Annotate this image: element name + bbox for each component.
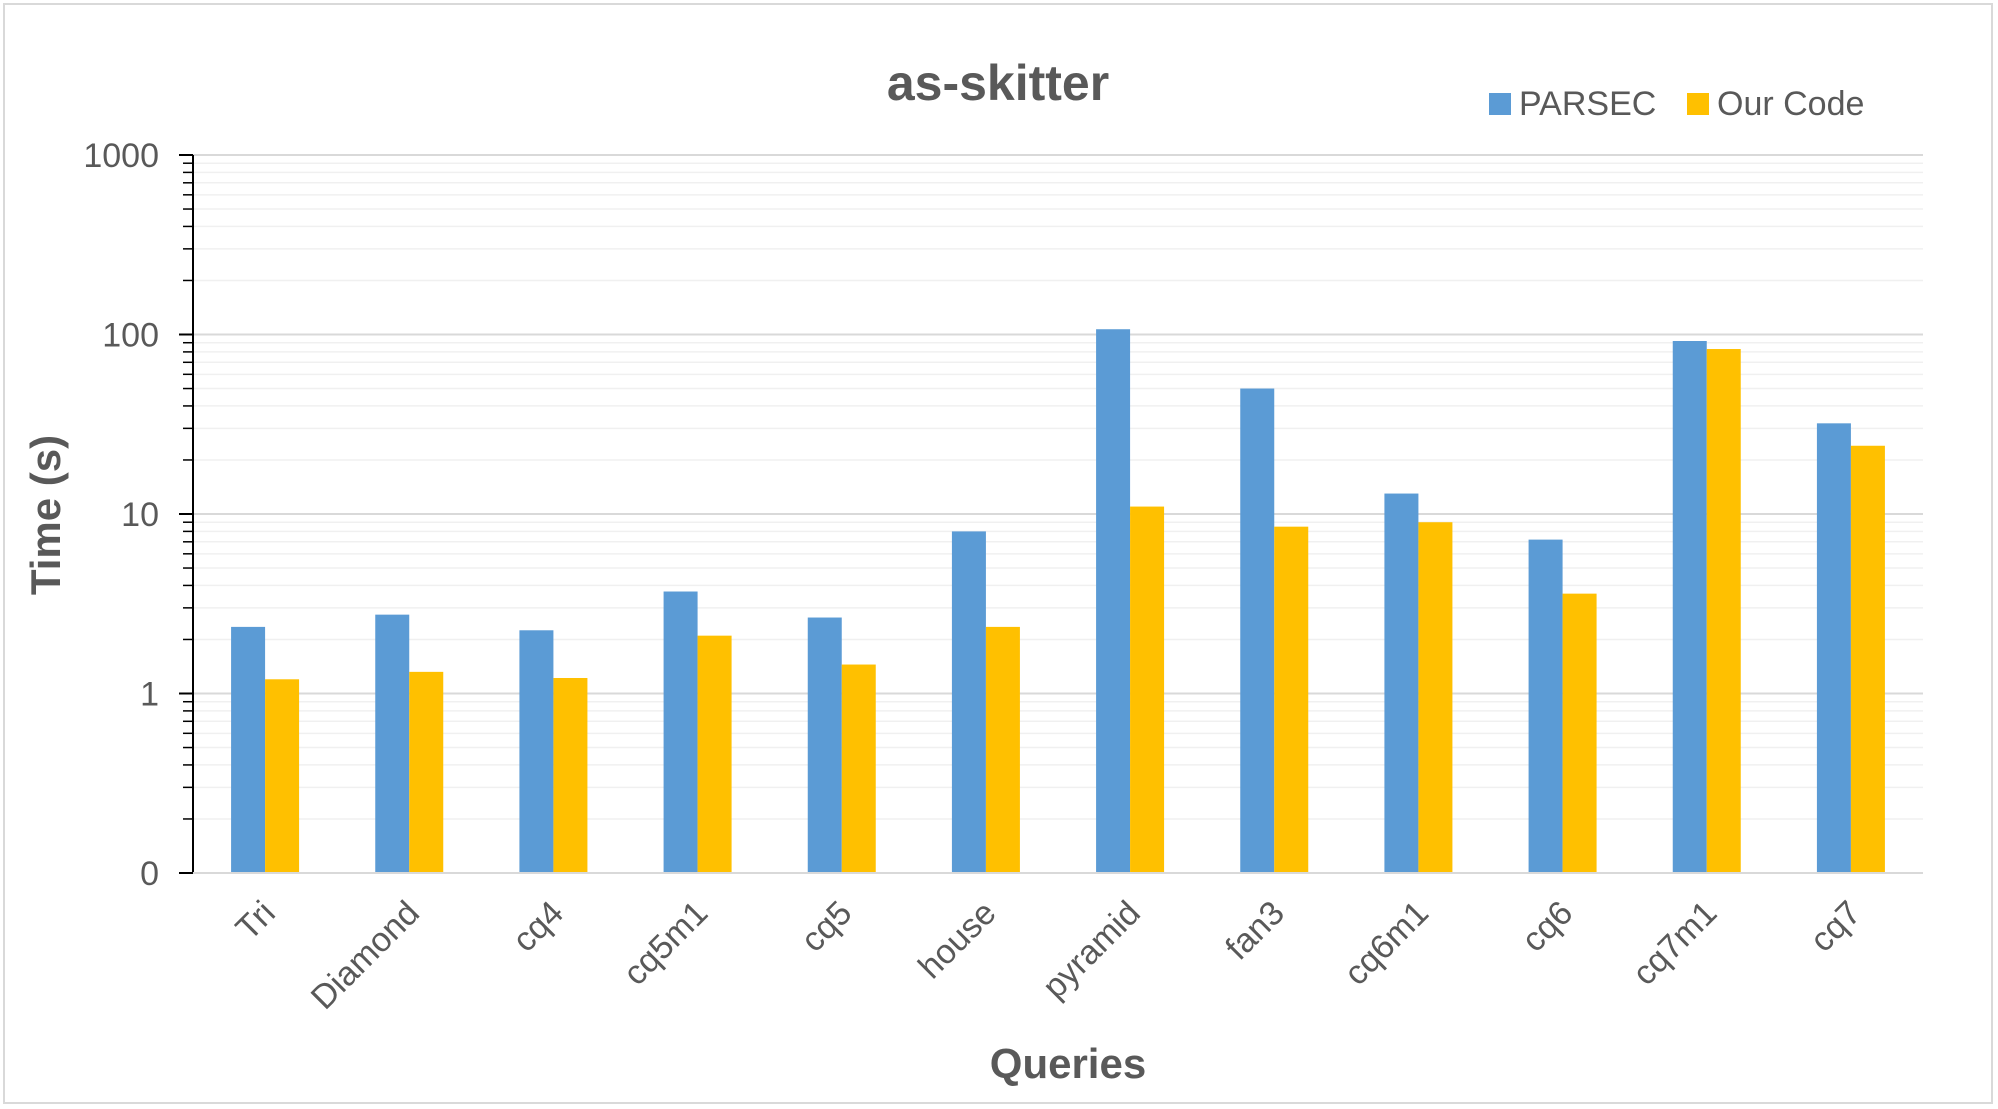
bar-parsec-cq6m1 (1384, 493, 1419, 873)
legend-label-parsec: PARSEC (1519, 85, 1656, 123)
x-tick-label: cq6m1 (1337, 894, 1436, 993)
bar-parsec-cq6 (1528, 539, 1563, 873)
bar-our-code-diamond (409, 671, 444, 873)
x-tick-label: pyramid (1035, 894, 1147, 1006)
bar-parsec-diamond (375, 614, 410, 873)
bar-parsec-cq5 (807, 617, 842, 873)
bar-parsec-house (951, 531, 986, 873)
bar-our-code-house (985, 626, 1020, 873)
y-tick-label: 10 (121, 496, 159, 534)
bar-our-code-pyramid (1130, 506, 1165, 873)
bar-parsec-cq7m1 (1672, 341, 1707, 873)
bar-our-code-tri (265, 679, 300, 873)
axis-layer (179, 154, 1923, 874)
chart-frame: 0 1 10 100 1000 Tri Diamond cq4 cq5m1 cq5 house pyr… (3, 3, 1993, 1104)
legend-swatch-parsec (1489, 93, 1511, 115)
y-tick-label: 1 (140, 676, 159, 714)
bar-our-code-cq5 (841, 664, 876, 873)
x-tick-label: Diamond (304, 894, 427, 1017)
x-axis-title: Queries (990, 1040, 1146, 1087)
y-tick-label: 1000 (83, 137, 159, 175)
y-tick-label: 0 (140, 855, 159, 893)
x-tick-label: cq6 (1515, 894, 1581, 960)
x-tick-label: cq7 (1803, 894, 1869, 960)
x-tick-label: cq5m1 (616, 894, 715, 993)
y-tick-label: 100 (102, 317, 159, 355)
bar-parsec-fan3 (1240, 388, 1275, 873)
bar-our-code-cq6 (1562, 593, 1597, 873)
x-tick-label: cq4 (505, 894, 571, 960)
bar-our-code-fan3 (1274, 526, 1309, 873)
bar-parsec-cq5m1 (663, 591, 698, 873)
y-axis-title: Time (s) (22, 435, 69, 595)
x-tick-label: cq5 (794, 894, 860, 960)
bar-our-code-cq5m1 (697, 635, 732, 873)
bar-our-code-cq7 (1850, 445, 1885, 873)
bar-our-code-cq4 (553, 677, 588, 873)
x-tick-label: cq7m1 (1625, 894, 1724, 993)
bar-our-code-cq7m1 (1706, 349, 1741, 873)
chart-svg: 0 1 10 100 1000 Tri Diamond cq4 cq5m1 cq5 house pyr… (22, 55, 1923, 1087)
bar-parsec-cq7 (1816, 423, 1851, 873)
x-tick-label: house (911, 894, 1003, 986)
x-tick-label: fan3 (1218, 894, 1292, 968)
legend-label-our-code: Our Code (1717, 85, 1864, 123)
chart-title: as-skitter (887, 55, 1109, 111)
legend-swatch-our-code (1687, 93, 1709, 115)
bar-parsec-tri (231, 626, 266, 873)
bar-parsec-pyramid (1096, 329, 1131, 874)
bar-our-code-cq6m1 (1418, 522, 1453, 873)
bar-parsec-cq4 (519, 630, 554, 873)
grid-layer (193, 154, 1923, 820)
legend: PARSEC Our Code (1489, 85, 1864, 123)
x-tick-label: Tri (229, 894, 283, 948)
bars-layer (231, 329, 1885, 874)
